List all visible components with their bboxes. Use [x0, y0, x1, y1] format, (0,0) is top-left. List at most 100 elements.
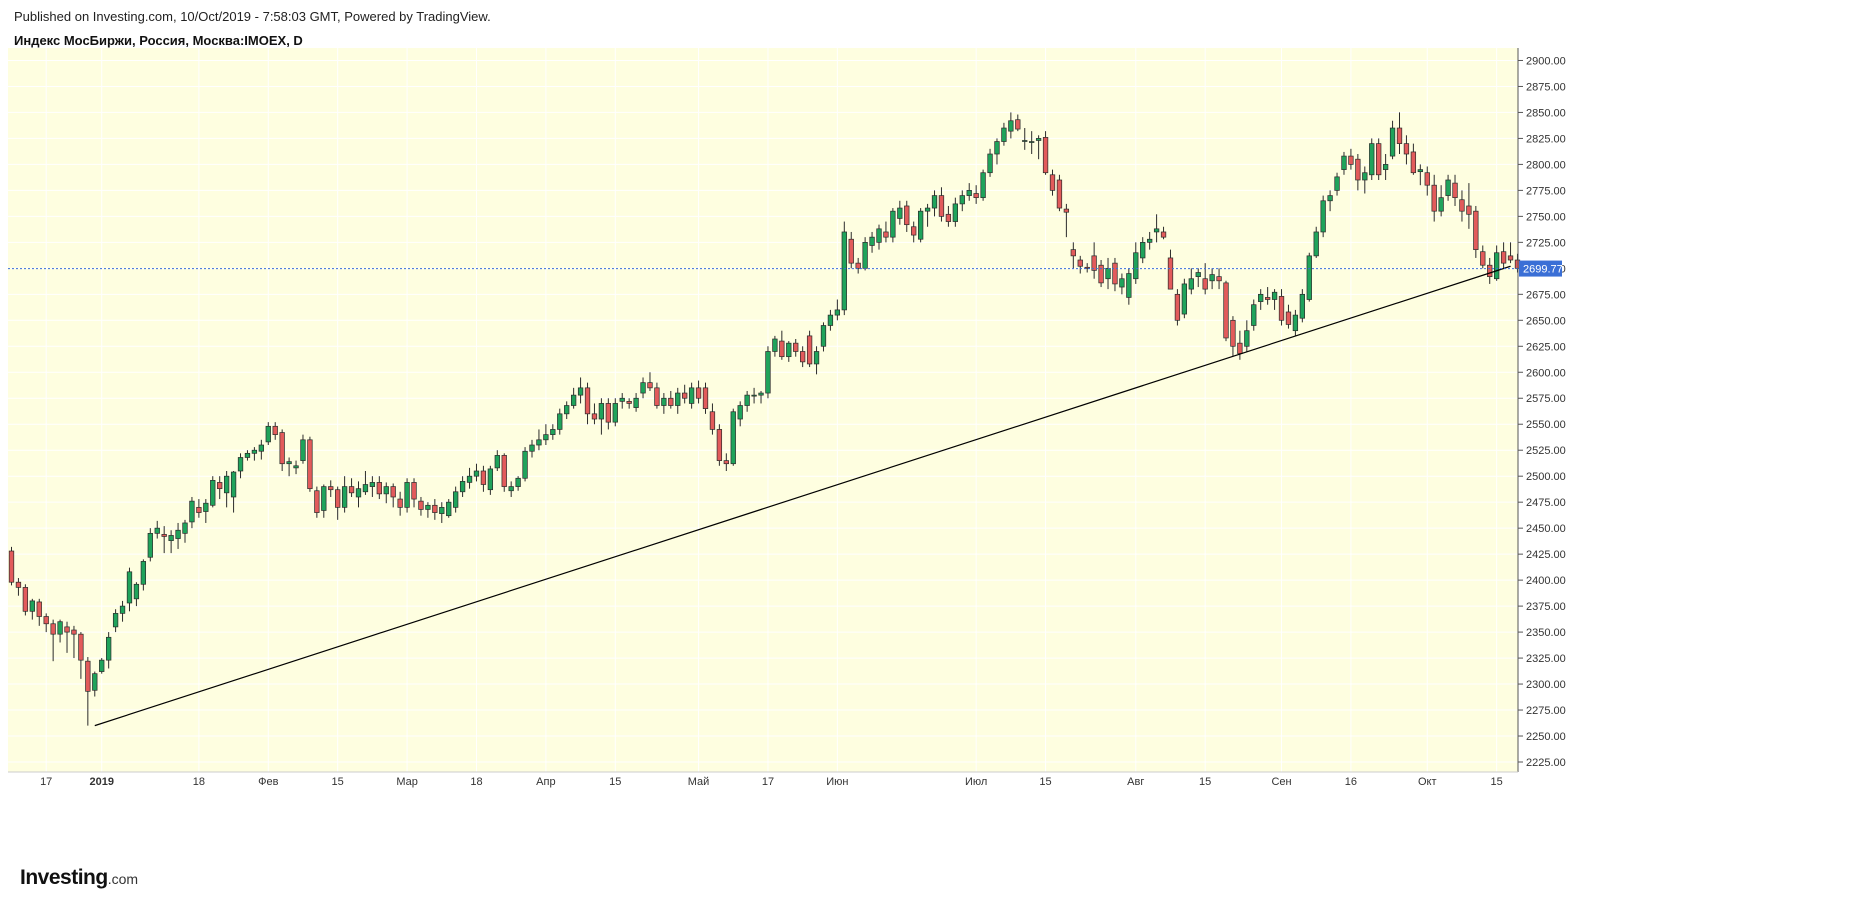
candle-up — [1209, 268, 1215, 290]
price-axis[interactable]: 2225.00 2250.00 2275.00 2300.00 2325.00 2350.… — [1518, 55, 1566, 769]
candle-body — [1035, 138, 1042, 141]
candle-up — [133, 582, 140, 607]
candle-up — [453, 486, 459, 513]
candle-body — [154, 527, 160, 534]
candle-down — [682, 384, 688, 404]
candle-body — [612, 403, 618, 423]
candle-up — [258, 439, 264, 460]
candle-up — [29, 598, 35, 620]
candle-up — [924, 203, 931, 227]
candle-up — [1271, 289, 1278, 310]
candle-up — [820, 322, 827, 352]
candle-body — [682, 392, 688, 399]
candle-up — [1251, 299, 1257, 331]
candle-up — [987, 148, 993, 177]
candle-up — [466, 467, 473, 489]
candle-up — [293, 460, 299, 475]
candle-down — [668, 390, 674, 409]
price-tick-label: 2750.00 — [1526, 211, 1566, 223]
candle-up — [1008, 112, 1014, 139]
candle-body — [217, 482, 223, 490]
candle-up — [619, 393, 625, 409]
candle-body — [112, 613, 119, 628]
candle-down — [1396, 112, 1403, 155]
candle-down — [390, 483, 396, 508]
candle-up — [751, 387, 757, 404]
candle-body — [876, 228, 882, 243]
candle-body — [938, 195, 945, 217]
candle-body — [133, 583, 140, 600]
time-tick-label: Июн — [826, 776, 848, 788]
time-axis[interactable]: 17 2019 18 Фев 15 Мар 18 Апр 15 Май 17 Июн Июл 15 Авг 1… — [8, 771, 1518, 788]
candle-body — [1459, 199, 1465, 212]
candle-body — [147, 533, 153, 558]
price-tick-label: 2775.00 — [1526, 185, 1566, 197]
candle-up — [237, 453, 244, 479]
candle-down — [1223, 280, 1229, 342]
time-tick-label: Май — [688, 776, 710, 788]
candle-body — [92, 673, 98, 691]
candle-up — [1313, 226, 1319, 258]
candle-down — [605, 398, 611, 430]
candle-body — [626, 401, 632, 404]
candle-body — [1098, 264, 1104, 284]
candle-up — [772, 335, 778, 357]
candle-body — [1500, 251, 1507, 264]
candle-body — [1389, 127, 1396, 157]
candle-body — [1042, 137, 1049, 174]
candle-body — [709, 411, 716, 430]
candle-up — [223, 470, 230, 508]
candle-body — [99, 659, 105, 672]
candle-body — [1070, 249, 1076, 257]
candle-down — [1424, 166, 1430, 196]
price-tick-label: 2825.00 — [1526, 133, 1566, 145]
candle-up — [1001, 122, 1007, 146]
candle-body — [1216, 276, 1222, 282]
candle-body — [397, 498, 403, 508]
candle-body — [1494, 252, 1500, 280]
candle-up — [633, 393, 639, 412]
trendline[interactable] — [94, 265, 1511, 727]
candle-up — [917, 208, 924, 243]
candle-up — [439, 502, 445, 523]
candle-body — [168, 535, 174, 541]
candle-up — [834, 299, 841, 321]
candle-down — [161, 526, 167, 554]
candle-body — [189, 500, 195, 523]
candle-body — [1195, 272, 1201, 277]
price-tick-label: 2425.00 — [1526, 549, 1566, 561]
candle-down — [418, 496, 424, 516]
candle-body — [286, 461, 292, 465]
candle-down — [584, 382, 591, 425]
candle-down — [1473, 205, 1479, 258]
candle-body — [494, 455, 500, 469]
candle-body — [1424, 172, 1430, 186]
candle-up — [459, 476, 466, 497]
candle-down — [800, 346, 806, 368]
candle-down — [50, 619, 56, 662]
candle-body — [161, 534, 167, 537]
candle-body — [1410, 151, 1417, 174]
candle-body — [737, 405, 743, 420]
time-tick-label: 15 — [1199, 776, 1211, 788]
candle-up — [494, 450, 500, 471]
candle-body — [501, 455, 507, 487]
time-tick-label: 17 — [762, 776, 774, 788]
candle-body — [64, 626, 70, 633]
candle-body — [1237, 342, 1243, 354]
candle-body — [459, 481, 466, 493]
candle-down — [1160, 226, 1167, 240]
candle-body — [404, 482, 410, 508]
candle-up — [612, 398, 618, 427]
candle-body — [813, 351, 820, 365]
candle-body — [668, 397, 674, 406]
candle-up — [557, 408, 563, 435]
candle-body — [904, 205, 910, 226]
candle-down — [911, 221, 917, 243]
candle-body — [369, 482, 376, 487]
candle-body — [688, 387, 695, 404]
candle-up — [126, 567, 133, 612]
time-tick-label: 15 — [609, 776, 621, 788]
price-tick-label: 2375.00 — [1526, 601, 1566, 613]
